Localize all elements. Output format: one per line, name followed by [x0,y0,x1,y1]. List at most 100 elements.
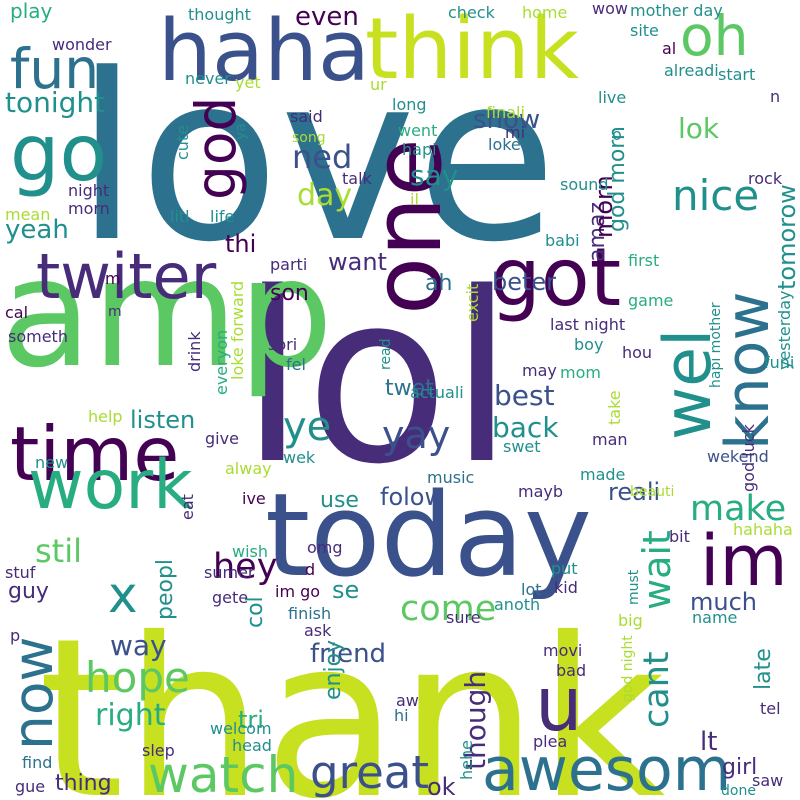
word-home: home [522,3,567,22]
word-hehe: hehe [457,740,476,780]
word-mi: mi [505,123,525,142]
word-amp: amp [0,227,333,401]
word-late: late [751,648,776,690]
word-find: find [22,753,52,772]
word-music: music [427,468,474,487]
word-excit: excit [463,284,482,322]
word-cal: cal [5,303,28,322]
word-ah: ah [425,271,452,296]
word-listen: listen [130,406,195,434]
word-stuf: stuf [5,563,36,582]
word-beter: beter [492,268,556,296]
word-lt: lt [700,727,717,757]
word-everyon: everyon [212,330,231,395]
word-big: big [618,611,643,630]
word-girl: girl [722,755,757,780]
word-col: col [243,596,268,628]
word-name: name [692,608,737,627]
word-bit: bit [669,527,690,546]
word-today: today [265,469,592,603]
word-m: m [108,304,122,320]
word-much: much [690,588,757,616]
word-know: know [713,291,783,450]
word-ok: ok [427,773,456,800]
word-start: start [718,65,755,84]
word-enjoy: enjoy [321,640,346,700]
word-night: night [68,181,109,200]
word-made: made [580,465,625,484]
word-ive: ive [242,489,266,508]
word-man: man [592,430,628,449]
word-ned: ned [292,138,352,176]
word-kid: kid [554,578,578,597]
word-got: got [490,231,621,324]
word-talk: talk [342,169,373,188]
word-wish: wish [232,542,268,561]
word-il: il [410,190,419,209]
word-last-night: last night [550,315,625,334]
word-use: use [320,488,359,513]
word-gete: gete [212,588,248,607]
word-put: put [551,559,578,578]
word-hope: hope [85,653,190,702]
word-finali: finali [486,103,525,122]
word-show: show [473,105,540,135]
word-tonight: tonight [5,86,105,119]
word-ask: ask [304,621,332,640]
word-cute: cute [173,125,192,160]
word-awesom: awesom [482,735,731,800]
word-never: never [185,69,231,88]
word-god-luck: god luck [739,423,758,492]
word-movi: movi [543,641,582,660]
word-site: site [630,21,659,40]
word-alreadi: alreadi [664,61,719,80]
word-yeah: yeah [5,215,69,245]
word-tel: tel [760,699,781,718]
word-wait: wait [635,530,679,610]
word-best: best [494,379,555,412]
word-go: go [10,109,107,199]
word-love: love [75,26,557,293]
word-d: d [305,560,315,579]
word-funi: funi [764,353,794,372]
word-hapi-mother: hapi mother [708,302,724,388]
word-lol: lol [240,243,514,516]
word-actuali: actuali [410,383,464,402]
word-say: say [410,159,458,192]
word-se: se [332,576,359,604]
word-tri: tri [238,706,264,734]
word-song: song [292,130,326,146]
word-great: great [310,746,429,799]
word-live: live [598,88,626,107]
word-sure: sure [446,608,481,627]
word-god-morn: god morn [605,126,630,232]
word-someth: someth [8,327,68,346]
word-hapi: hapi [402,140,437,159]
word-nice: nice [672,171,759,220]
word-m: m [105,269,121,288]
word-reali: reali [608,478,660,506]
word-god-night: god night [620,635,636,702]
word-read: read [378,338,394,370]
word-make: make [690,489,786,529]
word-finish: finish [288,604,331,623]
word-n: n [770,87,780,106]
word-twiter: twiter [36,240,217,313]
word-mean: mean [5,205,50,224]
word-thought: thought [188,5,251,24]
word-peopl: peopl [153,559,178,620]
word-ye: ye [283,404,331,450]
word-right: right [95,698,166,733]
word-thi: thi [225,230,256,258]
word-first: first [628,251,659,270]
word-im: im [700,520,788,602]
word-folow: folow [380,483,444,511]
word-lok: lok [678,112,720,145]
word-saw: saw [752,771,783,790]
word-thank: thank [38,591,665,800]
word-may: may [522,361,557,380]
word-wel: wel [651,329,726,440]
word-hi: hi [394,706,409,725]
word-friend: friend [310,639,386,669]
word-gue: gue [15,777,45,796]
